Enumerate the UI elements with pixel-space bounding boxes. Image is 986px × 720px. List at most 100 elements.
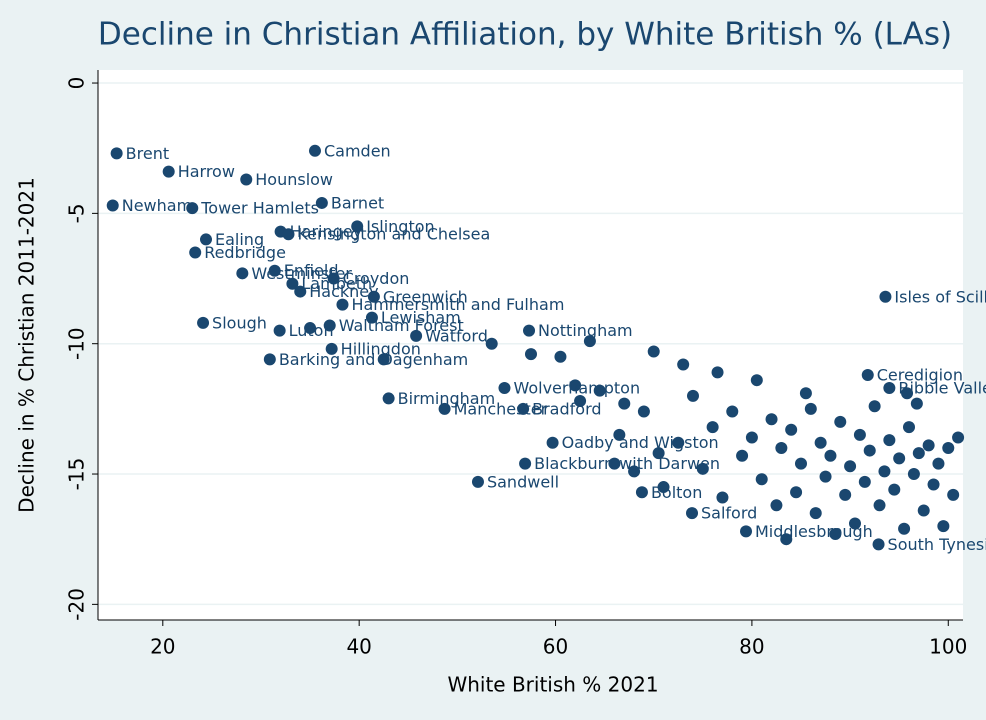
- point-label: Hammersmith and Fulham: [351, 295, 564, 314]
- point-label: Blackburn with Darwen: [534, 454, 720, 473]
- point: [647, 345, 660, 358]
- point-label: Lambeth: [301, 274, 372, 293]
- point: [273, 324, 286, 337]
- point: [902, 421, 915, 434]
- point: [315, 196, 328, 209]
- point: [711, 366, 724, 379]
- point: [952, 431, 965, 444]
- point: [907, 468, 920, 481]
- x-axis-label: White British % 2021: [447, 673, 658, 697]
- point-label: Harrow: [178, 162, 235, 181]
- point: [106, 199, 119, 212]
- point: [901, 387, 914, 400]
- point: [819, 470, 832, 483]
- point: [236, 267, 249, 280]
- point-label: Hillingdon: [341, 339, 421, 358]
- y-tick-label: -15: [65, 458, 89, 491]
- point: [947, 488, 960, 501]
- point-label: Haringey: [290, 222, 362, 241]
- point: [942, 441, 955, 454]
- point-label: Middlesbrough: [755, 522, 873, 541]
- point-label: Hounslow: [255, 170, 333, 189]
- y-tick-label: -5: [65, 203, 89, 223]
- point: [304, 322, 317, 335]
- point: [861, 368, 874, 381]
- point: [637, 405, 650, 418]
- point: [755, 473, 768, 486]
- point: [323, 319, 336, 332]
- point: [910, 397, 923, 410]
- point-label: Barking and Dagenham: [279, 350, 468, 369]
- point-label: Westminster: [251, 264, 352, 283]
- point: [780, 533, 793, 546]
- point-label: Luton: [289, 321, 334, 340]
- point: [438, 402, 451, 415]
- y-tick-label: -20: [65, 588, 89, 621]
- point: [351, 220, 364, 233]
- point: [336, 298, 349, 311]
- point: [790, 486, 803, 499]
- x-tick-label: 100: [929, 635, 967, 659]
- y-tick-label: -10: [65, 327, 89, 360]
- point: [829, 527, 842, 540]
- point: [162, 165, 175, 178]
- point: [888, 483, 901, 496]
- point-label: Oadby and Wigston: [562, 433, 719, 452]
- point: [268, 264, 281, 277]
- point: [765, 413, 778, 426]
- point: [628, 465, 641, 478]
- point: [927, 478, 940, 491]
- point: [517, 402, 530, 415]
- point: [608, 457, 621, 470]
- point: [770, 499, 783, 512]
- point: [672, 436, 685, 449]
- x-tick-label: 60: [543, 635, 568, 659]
- x-tick-label: 40: [346, 635, 371, 659]
- point: [524, 348, 537, 361]
- point: [898, 522, 911, 535]
- point: [814, 436, 827, 449]
- point: [858, 475, 871, 488]
- point-label: Ribble Valley: [898, 379, 986, 398]
- point-label: Sandwell: [487, 472, 559, 491]
- point-label: Kensington and Chelsea: [297, 225, 490, 244]
- point: [686, 507, 699, 520]
- point: [809, 507, 822, 520]
- point-label: Hackney: [309, 282, 378, 301]
- point-label: Salford: [701, 504, 757, 523]
- point-label: Brent: [126, 144, 169, 163]
- point: [794, 457, 807, 470]
- point-label: Bradford: [532, 399, 601, 418]
- plot-area: [98, 70, 963, 620]
- point: [848, 517, 861, 530]
- point: [554, 350, 567, 363]
- point: [750, 374, 763, 387]
- point-label: Lewisham: [381, 308, 461, 327]
- point-label: Ceredigion: [877, 365, 963, 384]
- point: [613, 428, 626, 441]
- point: [657, 481, 670, 494]
- chart-title: Decline in Christian Affiliation, by Whi…: [98, 17, 952, 53]
- point-label: South Tyneside: [888, 535, 986, 554]
- point: [325, 342, 338, 355]
- point-label: Wolverhampton: [513, 379, 640, 398]
- point-label: Islington: [366, 217, 434, 236]
- point: [593, 384, 606, 397]
- point: [574, 395, 587, 408]
- point: [878, 465, 891, 478]
- x-tick-label: 20: [150, 635, 175, 659]
- point-label: Slough: [212, 313, 267, 332]
- point: [618, 397, 631, 410]
- point: [932, 457, 945, 470]
- point: [745, 431, 758, 444]
- point: [799, 387, 812, 400]
- point-label: Birmingham: [398, 389, 496, 408]
- point: [485, 337, 498, 350]
- point: [863, 444, 876, 457]
- point: [498, 382, 511, 395]
- point: [365, 311, 378, 324]
- point-label: Isles of Scilly: [894, 287, 986, 306]
- point: [696, 462, 709, 475]
- point: [189, 246, 202, 259]
